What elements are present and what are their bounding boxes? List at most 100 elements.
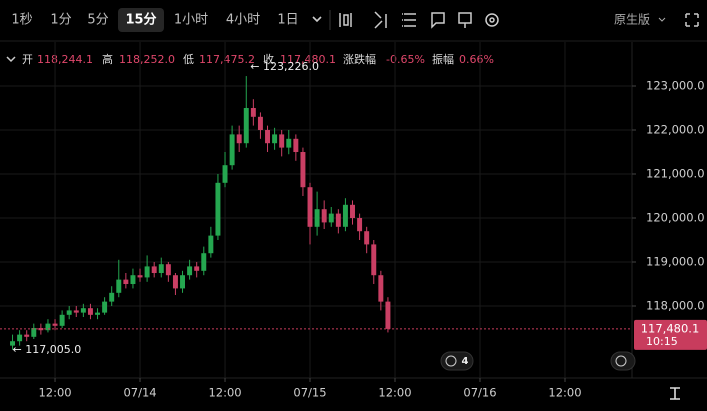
info-label: 开 [22,53,33,66]
candle-body [17,334,23,342]
info-label: 低 [183,53,194,66]
interval[interactable]: 1日 [277,13,298,28]
info-value: -0.65% [386,53,425,66]
candle-body [236,134,242,144]
event-badge-2 [610,351,636,371]
candle-body [250,108,256,117]
last-price-time: 10:15 [646,335,678,348]
candle-body [80,308,86,313]
active-interval-bg [118,8,164,32]
candle-body [335,213,341,227]
last-price-label: 117,480.1 [641,321,700,335]
y-tick-label: 119,000.0 [646,255,705,269]
y-tick-label: 118,000.0 [646,299,705,313]
candle-body [371,244,377,276]
candle-body [272,134,278,144]
candle-body [52,323,58,326]
candle-body [116,279,122,293]
y-tick-label: 123,000.0 [646,79,705,93]
mode-chevron[interactable] [658,17,666,22]
candle-body [293,138,299,153]
candle-body [208,235,214,254]
candle-body [151,266,157,274]
candle-body [45,323,51,331]
candle-body [265,130,270,144]
candle-body [10,341,16,346]
candle-body [364,231,370,245]
badge-count: 4 [462,356,469,367]
candle-body [378,275,384,302]
draw-icon[interactable] [374,11,387,29]
candle-body [87,308,93,315]
template-icon[interactable] [458,12,472,28]
interval[interactable]: 4小时 [226,13,260,28]
axis-reset-icon[interactable] [670,387,680,400]
low-annotation: ← 117,005.0 [13,343,82,356]
candle-body [257,116,263,131]
info-value: 0.66% [459,53,494,66]
candle-body [321,209,327,223]
interval[interactable]: 1分 [50,13,71,28]
candle-body [24,334,30,337]
candle-body [201,253,207,271]
info-value: 118,244.1 [37,53,93,66]
x-tick-label: 12:00 [548,386,581,400]
candle-body [229,134,235,166]
more-intervals[interactable] [312,16,322,23]
candle-body [279,134,285,148]
candle-body [342,204,348,227]
candle-body [137,275,143,278]
info-value: 118,252.0 [119,53,175,66]
x-tick-label: 07/16 [463,386,496,400]
ohlc-info: 开 118,244.1 高 118,252.0 低 117,475.2 收 117,480.1… [22,52,494,66]
mode-switch[interactable]: 原生版 [614,13,650,27]
candle-body [165,264,171,276]
x-tick-label: 07/15 [293,386,326,400]
candle-body [314,209,320,227]
interval[interactable]: 1秒 [11,13,32,28]
info-label: 高 [102,52,113,66]
settings-icon[interactable] [485,13,499,27]
toolbar-icons [339,11,499,29]
candle-body [180,275,186,289]
x-tick-label: 12:00 [38,386,71,400]
candle-body [307,187,313,227]
candle-body [350,204,355,219]
candle-type-icon[interactable] [339,13,352,27]
candle-body [328,213,334,223]
candle-body [286,138,292,148]
candle-body [385,301,391,329]
interval[interactable]: 15分 [125,12,156,28]
indicator-icon[interactable] [402,13,416,27]
candle-body [123,279,129,285]
info-label: 涨跌幅 [343,52,376,66]
interval[interactable]: 5分 [87,13,108,28]
y-tick-label: 120,000.0 [646,211,705,225]
candle-body [95,312,101,315]
candle-body [243,108,249,144]
collapse-info[interactable] [6,56,16,63]
candle-body [158,264,164,274]
x-tick-label: 07/14 [123,386,156,400]
high-annotation: ← 123,226.0 [250,60,319,73]
info-label: 收 [263,52,274,66]
interval[interactable]: 1小时 [174,13,208,28]
y-tick-label: 122,000.0 [646,123,705,137]
candle-body [172,275,178,289]
compare-icon[interactable] [431,12,445,29]
candle-body [130,275,136,285]
info-label: 振幅 [432,52,454,66]
x-tick-label: 12:00 [378,386,411,400]
fullscreen-icon[interactable] [685,13,699,27]
candle-body [73,310,79,313]
candle-body [357,218,363,232]
candle-body [194,266,200,271]
info-value: 117,475.2 [199,53,255,66]
candle-body [300,152,306,188]
badge-icon [615,355,627,367]
candle-body [187,266,193,276]
y-tick-label: 121,000.0 [646,167,705,181]
candle-body [222,165,228,183]
